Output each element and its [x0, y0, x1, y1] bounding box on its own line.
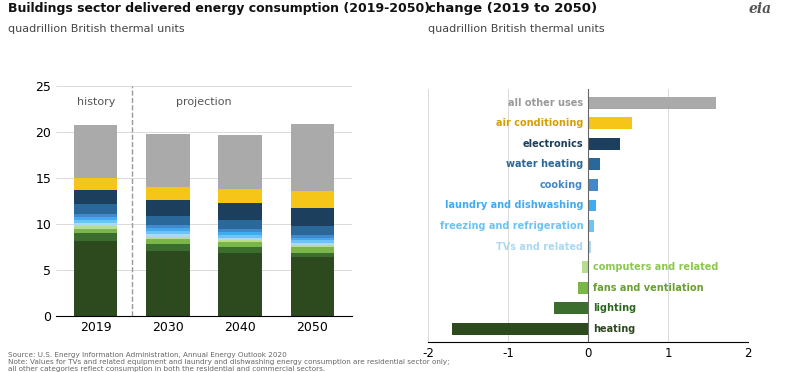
Bar — [588, 179, 598, 191]
Bar — [588, 97, 716, 109]
Bar — [290, 257, 334, 316]
Bar — [74, 233, 118, 241]
Text: Buildings sector delivered energy consumption (2019-2050): Buildings sector delivered energy consum… — [8, 2, 430, 15]
Text: electronics: electronics — [522, 139, 583, 149]
Text: eia: eia — [749, 2, 772, 16]
Bar — [218, 203, 262, 220]
Bar — [146, 228, 190, 231]
Bar — [218, 232, 262, 235]
Text: quadrillion British thermal units: quadrillion British thermal units — [8, 24, 185, 34]
Text: change (2019 to 2050): change (2019 to 2050) — [428, 2, 597, 15]
Text: freezing and refrigeration: freezing and refrigeration — [439, 221, 583, 231]
Bar — [74, 224, 118, 226]
Text: all other uses: all other uses — [508, 97, 583, 108]
Bar — [146, 200, 190, 215]
Bar — [74, 241, 118, 316]
Bar — [218, 220, 262, 230]
Bar — [290, 124, 334, 191]
Bar — [146, 225, 190, 228]
Text: lighting: lighting — [593, 303, 636, 313]
Bar — [218, 240, 262, 242]
Bar — [74, 220, 118, 224]
Bar — [290, 191, 334, 208]
Bar — [218, 247, 262, 253]
Bar — [588, 158, 600, 170]
Bar — [146, 239, 190, 244]
Bar — [290, 235, 334, 238]
Text: water heating: water heating — [506, 159, 583, 169]
Bar — [218, 238, 262, 240]
Text: computers and related: computers and related — [593, 262, 718, 272]
Bar — [554, 302, 588, 314]
Bar — [218, 253, 262, 316]
Bar — [588, 199, 596, 211]
Bar — [218, 189, 262, 203]
Text: history: history — [77, 97, 115, 107]
Bar — [588, 138, 620, 150]
Bar — [578, 282, 588, 294]
Bar — [146, 134, 190, 187]
Bar — [218, 135, 262, 189]
Bar — [146, 215, 190, 225]
Text: heating: heating — [593, 324, 635, 334]
Bar — [74, 226, 118, 228]
Text: air conditioning: air conditioning — [496, 118, 583, 128]
Text: cooking: cooking — [540, 180, 583, 190]
Bar — [290, 245, 334, 247]
Bar — [74, 125, 118, 178]
Bar — [290, 238, 334, 240]
Bar — [146, 231, 190, 234]
Bar — [74, 228, 118, 233]
Bar — [588, 220, 594, 232]
Bar — [290, 247, 334, 253]
Bar — [218, 230, 262, 232]
Bar — [146, 234, 190, 237]
Bar — [74, 203, 118, 214]
Bar — [588, 117, 632, 129]
Text: projection: projection — [176, 97, 232, 107]
Bar — [146, 244, 190, 251]
Bar — [290, 253, 334, 257]
Text: quadrillion British thermal units: quadrillion British thermal units — [428, 24, 605, 34]
Bar — [74, 190, 118, 203]
Bar — [146, 251, 190, 316]
Bar — [74, 214, 118, 217]
Bar — [582, 261, 588, 273]
Bar — [74, 178, 118, 190]
Bar — [452, 323, 588, 335]
Bar — [146, 237, 190, 239]
Bar — [146, 187, 190, 200]
Text: Source: U.S. Energy Information Administration, Annual Energy Outlook 2020
Note:: Source: U.S. Energy Information Administ… — [8, 352, 450, 372]
Bar — [218, 242, 262, 247]
Bar — [74, 217, 118, 220]
Bar — [218, 235, 262, 238]
Bar — [290, 226, 334, 235]
Text: TVs and related: TVs and related — [496, 241, 583, 251]
Bar — [588, 241, 591, 253]
Bar — [290, 243, 334, 245]
Text: fans and ventilation: fans and ventilation — [593, 283, 703, 293]
Bar — [290, 208, 334, 226]
Text: laundry and dishwashing: laundry and dishwashing — [445, 201, 583, 211]
Bar — [290, 240, 334, 243]
